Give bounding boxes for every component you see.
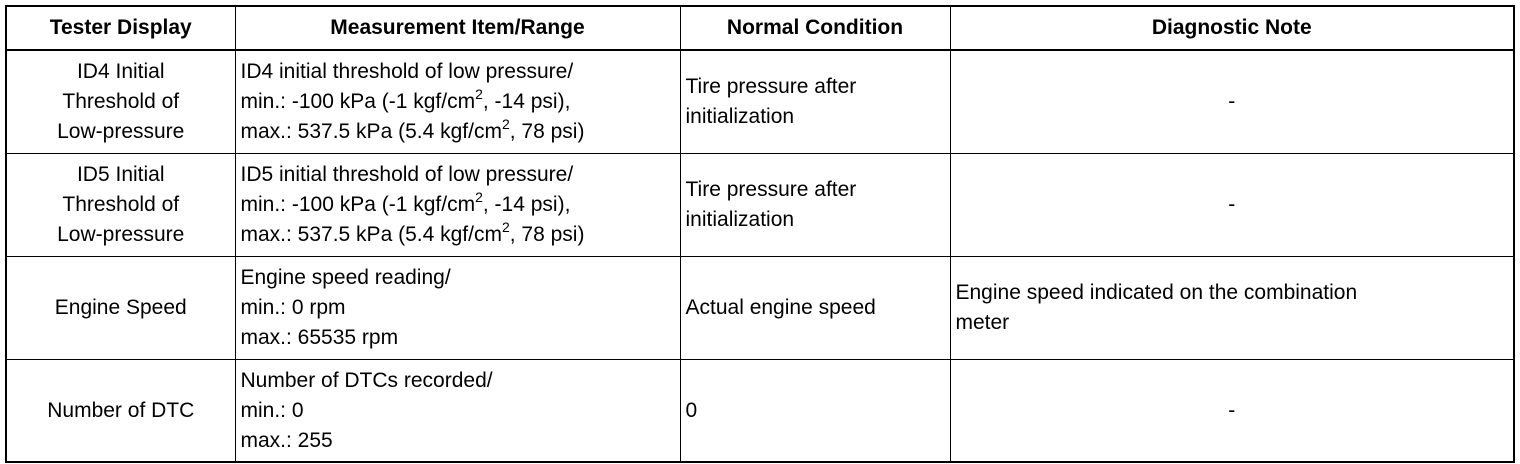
data-list-table: Tester Display Measurement Item/Range No…	[5, 5, 1515, 463]
measurement-line: Number of DTCs recorded/	[240, 368, 493, 392]
diagnostic-note-cell: -	[949, 49, 1515, 154]
measurement-line: max.: 255	[240, 428, 333, 452]
normal-condition-line: initialization	[685, 105, 795, 128]
diagnostic-note-line: Engine speed indicated on the combinatio…	[955, 281, 1358, 304]
tester-display-line: Low-pressure	[57, 120, 185, 143]
tester-display-cell: ID4 Initial Threshold of Low-pressure	[5, 49, 236, 154]
normal-condition-line: Tire pressure after	[685, 178, 857, 201]
tester-display-line: Low-pressure	[57, 223, 185, 246]
normal-condition-line: initialization	[685, 208, 795, 231]
tester-display-line: ID4 Initial	[76, 60, 165, 83]
tester-display-line: Number of DTC	[47, 398, 195, 422]
diagnostic-note-cell: -	[949, 359, 1515, 463]
normal-condition-line: Tire pressure after	[685, 75, 857, 98]
tester-display-cell: Number of DTC	[5, 359, 236, 463]
tester-display-line: Engine Speed	[54, 296, 187, 319]
header-normal-condition: Normal Condition	[679, 5, 951, 51]
normal-condition-cell: Tire pressure after initialization	[679, 49, 951, 154]
table-row: ID5 Initial Threshold of Low-pressure ID…	[5, 153, 1515, 257]
measurement-line: Engine speed reading/	[240, 266, 451, 289]
tester-display-cell: Engine Speed	[5, 256, 236, 360]
table-row: ID4 Initial Threshold of Low-pressure ID…	[5, 49, 1515, 154]
header-row: Tester Display Measurement Item/Range No…	[5, 5, 1515, 51]
normal-condition-line: Actual engine speed	[685, 296, 876, 319]
measurement-cell: ID5 initial threshold of low pressure/ m…	[234, 153, 681, 257]
table-row: Number of DTC Number of DTCs recorded/ m…	[5, 359, 1515, 463]
measurement-line: min.: -100 kPa (-1 kgf/cm2, -14 psi),	[240, 86, 571, 113]
diagnostic-note-cell: -	[949, 153, 1515, 257]
table-row: Engine Speed Engine speed reading/ min.:…	[5, 256, 1515, 360]
diagnostic-note-cell: Engine speed indicated on the combinatio…	[949, 256, 1515, 360]
measurement-cell: ID4 initial threshold of low pressure/ m…	[234, 49, 681, 154]
normal-condition-line: 0	[685, 398, 698, 422]
normal-condition-cell: Tire pressure after initialization	[679, 153, 951, 257]
measurement-line: ID5 initial threshold of low pressure/	[240, 163, 574, 186]
tester-display-cell: ID5 Initial Threshold of Low-pressure	[5, 153, 236, 257]
measurement-line: min.: 0 rpm	[240, 296, 346, 319]
normal-condition-cell: Actual engine speed	[679, 256, 951, 360]
header-tester-display: Tester Display	[5, 5, 236, 51]
header-diagnostic-note: Diagnostic Note	[949, 5, 1515, 51]
tester-display-line: Threshold of	[62, 193, 180, 216]
normal-condition-cell: 0	[679, 359, 951, 463]
measurement-cell: Number of DTCs recorded/ min.: 0 max.: 2…	[234, 359, 681, 463]
measurement-line: max.: 537.5 kPa (5.4 kgf/cm2, 78 psi)	[240, 116, 585, 143]
measurement-line: max.: 537.5 kPa (5.4 kgf/cm2, 78 psi)	[240, 219, 585, 246]
measurement-line: min.: 0	[240, 398, 304, 422]
measurement-cell: Engine speed reading/ min.: 0 rpm max.: …	[234, 256, 681, 360]
tester-display-line: ID5 Initial	[76, 163, 165, 186]
measurement-line: min.: -100 kPa (-1 kgf/cm2, -14 psi),	[240, 189, 571, 216]
diagnostic-note-line: meter	[955, 311, 1010, 334]
tester-display-line: Threshold of	[62, 90, 180, 113]
header-measurement-range: Measurement Item/Range	[234, 5, 681, 51]
measurement-line: max.: 65535 rpm	[240, 326, 399, 349]
measurement-line: ID4 initial threshold of low pressure/	[240, 60, 574, 83]
